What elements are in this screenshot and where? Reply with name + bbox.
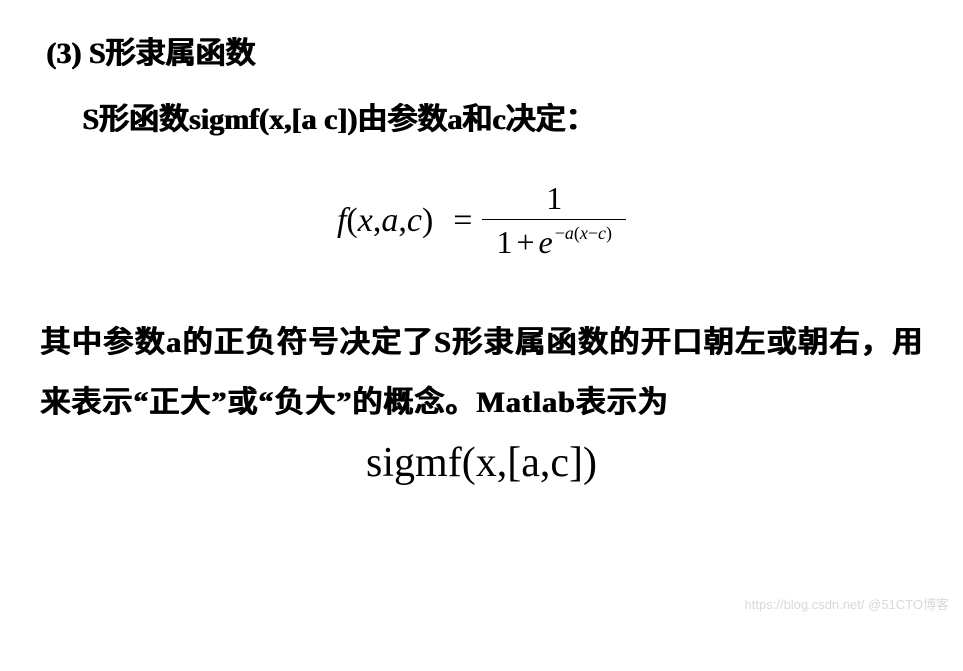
sym-close: ) [422, 202, 433, 239]
sym-equals: = [453, 202, 472, 240]
denominator: 1 + e −a(x−c) [482, 219, 626, 263]
exp-minus2: − [588, 223, 598, 243]
intro-line: S形函数sigmf(x,[a c])由参数a和c决定： [82, 94, 923, 138]
exp-x: x [580, 223, 588, 243]
exponent: −a(x−c) [555, 223, 612, 244]
document-page: (3) S形隶属函数 S形函数sigmf(x,[a c])由参数a和c决定： f… [0, 0, 963, 487]
sym-x: x [358, 202, 373, 239]
formula-block: f(x,a,c) = 1 1 + e −a(x−c) [40, 178, 923, 263]
sym-f: f [337, 202, 346, 239]
den-plus: + [516, 224, 534, 261]
sym-open: ( [346, 202, 357, 239]
fraction: 1 1 + e −a(x−c) [482, 178, 626, 263]
sym-c: c [407, 202, 422, 239]
body-paragraph: 其中参数a的正负符号决定了S形隶属函数的开口朝左或朝右，用来表示“正大”或“负大… [40, 313, 923, 433]
sym-a: a [381, 202, 398, 239]
exp-c: c [598, 223, 606, 243]
den-e: e [539, 224, 553, 261]
numerator: 1 [532, 178, 576, 219]
watermark-text: https://blog.csdn.net/ @51CTO博客 [745, 594, 949, 613]
den-one: 1 [496, 224, 512, 261]
exp-close: ) [606, 223, 612, 243]
exp-a: a [565, 223, 574, 243]
matlab-expression: sigmf(x,[a,c]) [40, 439, 923, 487]
formula: f(x,a,c) = 1 1 + e −a(x−c) [337, 178, 626, 263]
exp-minus: − [555, 223, 565, 243]
section-heading: (3) S形隶属函数 [46, 28, 923, 72]
sym-comma2: , [398, 202, 407, 239]
